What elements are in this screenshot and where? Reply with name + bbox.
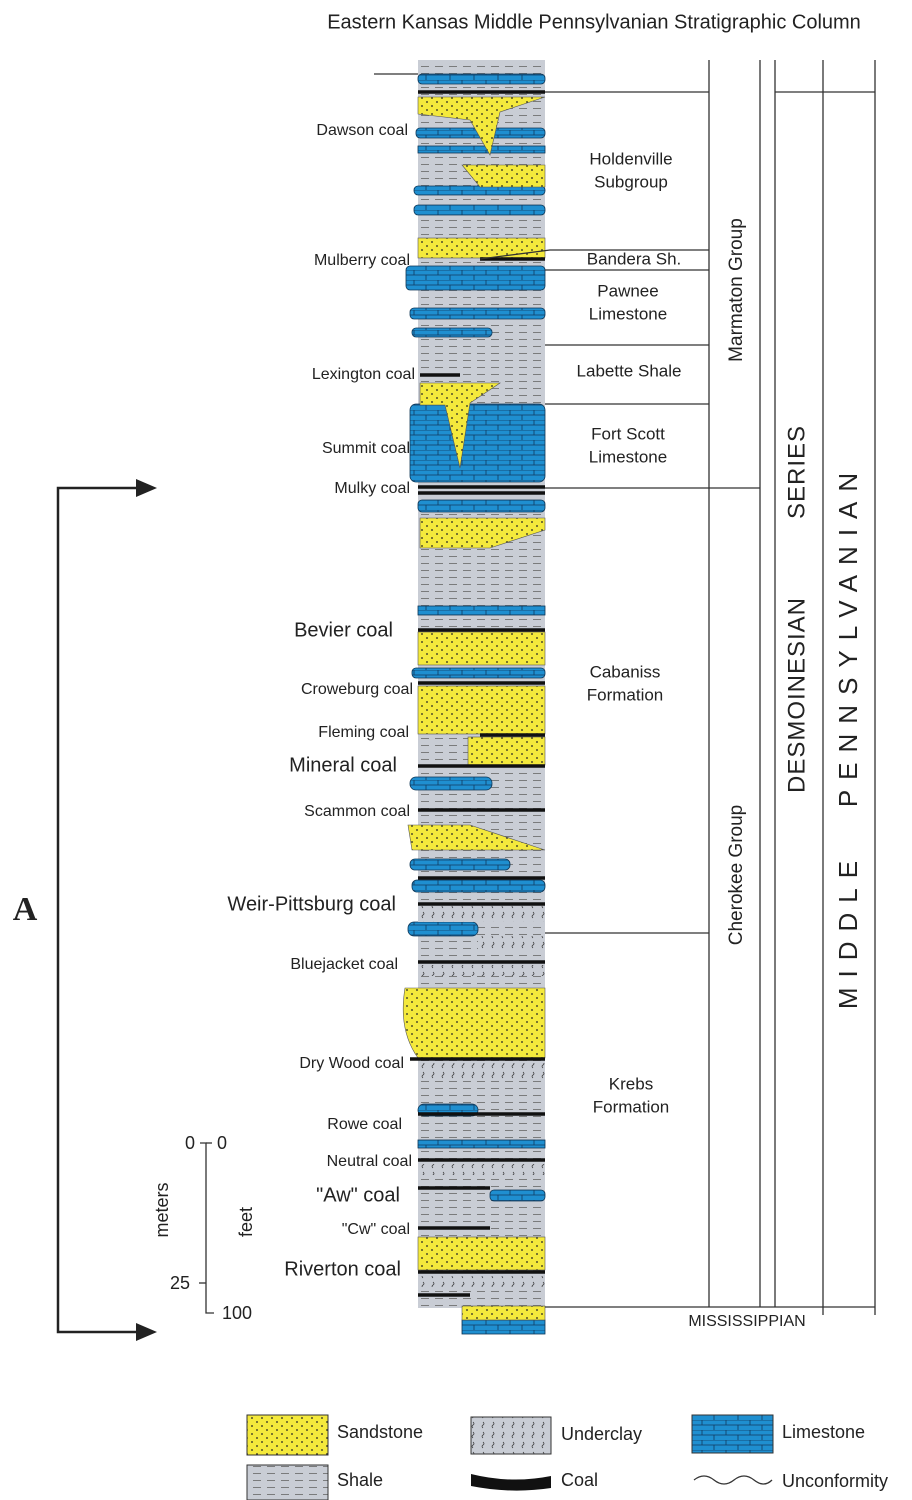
- legend-label: Coal: [561, 1470, 598, 1490]
- legend: Sandstone Underclay Limestone Shale Coal…: [247, 1415, 888, 1500]
- unit-label: Holdenville: [589, 149, 672, 168]
- scale-tick: 100: [222, 1303, 252, 1323]
- legend-label: Limestone: [782, 1422, 865, 1442]
- legend-label: Unconformity: [782, 1471, 888, 1491]
- title: Eastern Kansas Middle Pennsylvanian Stra…: [327, 11, 861, 33]
- coal-label: Scammon coal: [304, 803, 410, 820]
- coal-label: Neutral coal: [327, 1153, 412, 1170]
- unit-label: Labette Shale: [577, 361, 682, 380]
- coal-labels: Dawson coal Mulberry coal Lexington coal…: [227, 122, 415, 1280]
- stratigraphic-column: Eastern Kansas Middle Pennsylvanian Stra…: [0, 0, 912, 1500]
- coal-label: "Cw" coal: [342, 1221, 410, 1238]
- scale-unit: feet: [236, 1207, 256, 1237]
- unit-labels: Holdenville Subgroup Bandera Sh. Pawnee …: [577, 149, 863, 1330]
- unit-label: Fort Scott: [591, 424, 665, 443]
- coal-label: Lexington coal: [312, 366, 415, 383]
- legend-label: Shale: [337, 1470, 383, 1490]
- coal-label: Mulberry coal: [314, 252, 410, 269]
- base-label: MISSISSIPPIAN: [688, 1313, 805, 1330]
- scale-tick: 0: [185, 1133, 195, 1153]
- series-label: DESMOINESIAN: [783, 597, 810, 793]
- coal-label: Bevier coal: [294, 619, 393, 641]
- coal-label: Rowe coal: [327, 1116, 402, 1133]
- group-label: Cherokee Group: [726, 805, 747, 945]
- bracket: A: [13, 479, 157, 1341]
- coal-label: Dry Wood coal: [299, 1055, 404, 1072]
- coal-label: Croweburg coal: [301, 681, 413, 698]
- scale-tick: 25: [170, 1273, 190, 1293]
- coal-label: Bluejacket coal: [290, 956, 398, 973]
- unit-label: Bandera Sh.: [587, 249, 682, 268]
- system-label: PENNSYLVANIAN: [833, 463, 863, 807]
- unit-label: Limestone: [589, 447, 667, 466]
- scale-unit: meters: [152, 1182, 172, 1237]
- group-label: Marmaton Group: [726, 218, 747, 362]
- unit-label: Formation: [587, 685, 664, 704]
- coal-label: Dawson coal: [316, 122, 408, 139]
- coal-label: Mulky coal: [334, 480, 410, 497]
- system-label: MIDDLE: [833, 851, 863, 1009]
- coal-label: Riverton coal: [284, 1258, 401, 1280]
- legend-label: Underclay: [561, 1424, 642, 1444]
- coal-label: Summit coal: [322, 440, 410, 457]
- unit-label: Krebs: [609, 1074, 653, 1093]
- coal-label: Weir-Pittsburg coal: [227, 893, 396, 915]
- unit-label: Subgroup: [594, 172, 668, 191]
- coal-label: "Aw" coal: [316, 1184, 400, 1206]
- legend-label: Sandstone: [337, 1422, 423, 1442]
- scale-tick: 0: [217, 1133, 227, 1153]
- series-label: SERIES: [783, 425, 810, 519]
- unit-label: Limestone: [589, 304, 667, 323]
- coal-label: Mineral coal: [289, 754, 397, 776]
- scale: 0 25 0 100 meters feet: [152, 1133, 256, 1323]
- unit-label: Pawnee: [597, 281, 658, 300]
- unit-label: Formation: [593, 1097, 670, 1116]
- unit-label: Cabaniss: [590, 662, 661, 681]
- coal-label: Fleming coal: [318, 724, 409, 741]
- bracket-label: A: [13, 891, 38, 928]
